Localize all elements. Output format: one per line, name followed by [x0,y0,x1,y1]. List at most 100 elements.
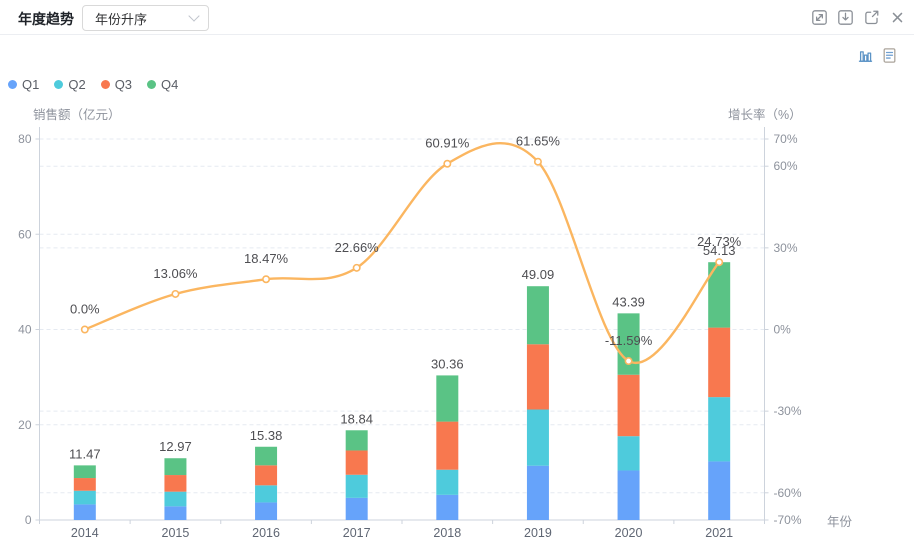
legend-item-q1[interactable]: Q1 [8,77,39,92]
external-link-icon[interactable] [863,9,880,26]
legend-dot [8,80,17,89]
line-point-label: 60.91% [425,136,470,151]
right-tick-label: 60% [774,159,798,173]
bar-segment-q3-2016[interactable] [255,465,278,486]
left-tick-label: 80 [18,132,32,146]
bar-segment-q4-2017[interactable] [345,430,368,451]
right-tick-label: 70% [774,132,798,146]
bar-segment-q3-2017[interactable] [345,450,368,475]
toolbar [811,9,906,26]
sort-select[interactable]: 年份升序 [82,5,209,31]
document-icon[interactable] [881,47,898,64]
legend: Q1 Q2 Q3 Q4 [8,77,178,92]
bar-segment-q1-2017[interactable] [345,497,368,520]
right-tick-label: 30% [774,241,798,255]
line-point-2020[interactable] [624,357,633,366]
line-point-2021[interactable] [715,258,724,267]
view-switch [857,47,898,64]
bar-segment-q4-2015[interactable] [164,458,187,476]
bar-segment-q1-2015[interactable] [164,506,187,520]
line-point-2016[interactable] [262,275,271,284]
close-icon[interactable] [889,9,906,26]
bar-segment-q4-2020[interactable] [617,313,640,375]
bar-segment-q2-2018[interactable] [436,469,459,495]
line-point-2019[interactable] [533,157,542,166]
bar-total-label: 43.39 [612,294,645,309]
bar-segment-q2-2020[interactable] [617,436,640,471]
bar-total-label: 30.36 [431,356,464,371]
bar-segment-q3-2015[interactable] [164,475,187,492]
left-axis-title: 销售额（亿元） [33,108,121,122]
legend-dot [147,80,157,89]
bar-chart-icon[interactable] [857,47,874,64]
line-point-2014[interactable] [80,325,89,334]
right-tick-label: 0% [774,323,792,337]
bar-total-label: 12.97 [159,439,192,454]
bar-segment-q2-2016[interactable] [255,485,278,503]
bar-segment-q3-2020[interactable] [617,374,640,437]
legend-label: Q1 [22,77,40,92]
x-axis-title: 年份 [827,515,853,529]
bar-segment-q2-2021[interactable] [708,397,731,462]
expand-icon[interactable] [811,9,828,26]
bar-segment-q1-2020[interactable] [617,470,640,520]
bar-segment-q4-2019[interactable] [526,286,549,345]
right-tick-label: -60% [774,486,802,500]
bar-total-label: 49.09 [522,267,555,282]
line-point-label: 24.73% [697,234,742,249]
x-tick-label: 2014 [71,526,99,540]
bar-segment-q1-2014[interactable] [73,504,96,520]
left-tick-label: 40 [18,323,32,337]
bar-segment-q1-2021[interactable] [708,461,731,520]
bar-segment-q2-2014[interactable] [73,490,96,505]
chevron-down-icon [188,10,200,22]
header: 年度趋势 年份升序 [0,0,914,35]
left-tick-label: 20 [18,418,32,432]
bar-segment-q1-2018[interactable] [436,494,459,520]
legend-label: Q2 [68,77,86,92]
legend-dot [54,80,64,89]
bar-total-label: 11.47 [69,446,101,461]
bar-segment-q4-2014[interactable] [73,465,96,479]
bar-segment-q4-2016[interactable] [255,446,278,466]
legend-item-q4[interactable]: Q4 [147,77,178,92]
line-point-label: 61.65% [516,134,561,149]
line-point-label: 18.47% [244,251,289,266]
bar-segment-q3-2014[interactable] [73,478,96,491]
bar-segment-q3-2021[interactable] [708,327,731,398]
left-tick-label: 0 [25,513,32,527]
x-tick-label: 2016 [252,526,280,540]
bar-segment-q4-2021[interactable] [708,262,731,328]
bar-segment-q1-2019[interactable] [526,465,549,520]
x-tick-label: 2017 [343,526,371,540]
right-tick-label: -30% [774,404,802,418]
x-tick-label: 2015 [162,526,190,540]
x-tick-label: 2021 [705,526,733,540]
bar-total-label: 15.38 [250,428,283,443]
x-tick-label: 2018 [433,526,461,540]
download-icon[interactable] [837,9,854,26]
legend-item-q3[interactable]: Q3 [100,77,132,92]
bar-segment-q1-2016[interactable] [255,502,278,520]
bar-segment-q4-2018[interactable] [436,375,459,422]
bar-segment-q3-2018[interactable] [436,421,459,470]
line-point-label: -11.59% [605,333,653,348]
left-tick-label: 60 [18,227,32,241]
bar-segment-q3-2019[interactable] [526,344,549,410]
legend-dot [100,80,110,89]
bar-segment-q2-2019[interactable] [526,409,549,466]
page-title: 年度趋势 [18,11,74,27]
x-tick-label: 2020 [615,526,643,540]
bar-total-label: 18.84 [340,411,373,426]
bar-total-label: 54.13 [703,243,736,258]
line-point-2018[interactable] [443,159,452,168]
bar-segment-q2-2017[interactable] [345,474,368,498]
sort-select-value: 年份升序 [95,11,148,27]
bar-segment-q2-2015[interactable] [164,491,187,507]
legend-item-q2[interactable]: Q2 [54,77,86,92]
line-point-label: 22.66% [335,240,380,255]
line-point-2017[interactable] [352,263,361,272]
line-point-label: 13.06% [153,266,198,281]
line-point-2015[interactable] [171,289,180,298]
